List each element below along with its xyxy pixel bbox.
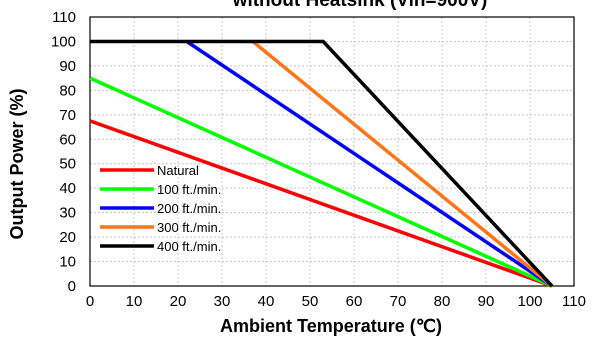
x-tick-label: 30: [214, 293, 231, 310]
y-axis-tick-labels: 0 10 20 30 40 50 60 70 80 90 100 110: [51, 9, 76, 295]
y-tick-label: 10: [59, 254, 76, 271]
series-line-3: [251, 40, 554, 288]
y-tick-label: 30: [59, 205, 76, 222]
plot-area-border: [89, 16, 575, 287]
y-tick-label: 50: [59, 156, 76, 173]
y-tick-label: 80: [59, 82, 76, 99]
x-tick-label: 0: [86, 293, 94, 310]
series-line-2: [185, 40, 553, 288]
y-tick-label: 60: [59, 131, 76, 148]
x-axis-label: Ambient Temperature (℃): [220, 316, 442, 336]
legend-label-4: 400 ft./min.: [157, 239, 221, 254]
x-tick-label: 80: [434, 293, 451, 310]
legend-label-1: 100 ft./min.: [157, 182, 221, 197]
chart-title: without Heatsink (Vin=900V): [232, 0, 488, 11]
x-tick-label: 70: [390, 293, 407, 310]
x-tick-label: 60: [346, 293, 363, 310]
legend-label-2: 200 ft./min.: [157, 201, 221, 216]
y-tick-label: 20: [59, 229, 76, 246]
y-tick-label: 100: [51, 33, 76, 50]
y-tick-label: 40: [59, 180, 76, 197]
x-tick-label: 40: [258, 293, 275, 310]
x-tick-label: 20: [170, 293, 187, 310]
x-tick-label: 50: [302, 293, 319, 310]
series-line-4: [90, 39, 554, 288]
legend: Natural 100 ft./min. 200 ft./min. 300 ft./m…: [100, 163, 221, 254]
x-tick-label: 100: [517, 293, 542, 310]
x-tick-label: 10: [126, 293, 143, 310]
series-line-0: [89, 119, 553, 288]
x-tick-label: 110: [562, 293, 586, 310]
series-lines: [89, 39, 554, 288]
y-tick-label: 0: [68, 278, 76, 295]
y-axis-label: Output Power (%): [7, 89, 27, 240]
x-axis-tick-labels: 0 10 20 30 40 50 60 70 80 90 100 110: [86, 293, 586, 310]
y-tick-label: 90: [59, 58, 76, 75]
legend-label-0: Natural: [157, 163, 199, 178]
y-tick-label: 110: [52, 9, 76, 26]
y-tick-label: 70: [59, 107, 76, 124]
series-line-1: [89, 76, 553, 288]
legend-label-3: 300 ft./min.: [157, 220, 221, 235]
x-tick-label: 90: [478, 293, 495, 310]
